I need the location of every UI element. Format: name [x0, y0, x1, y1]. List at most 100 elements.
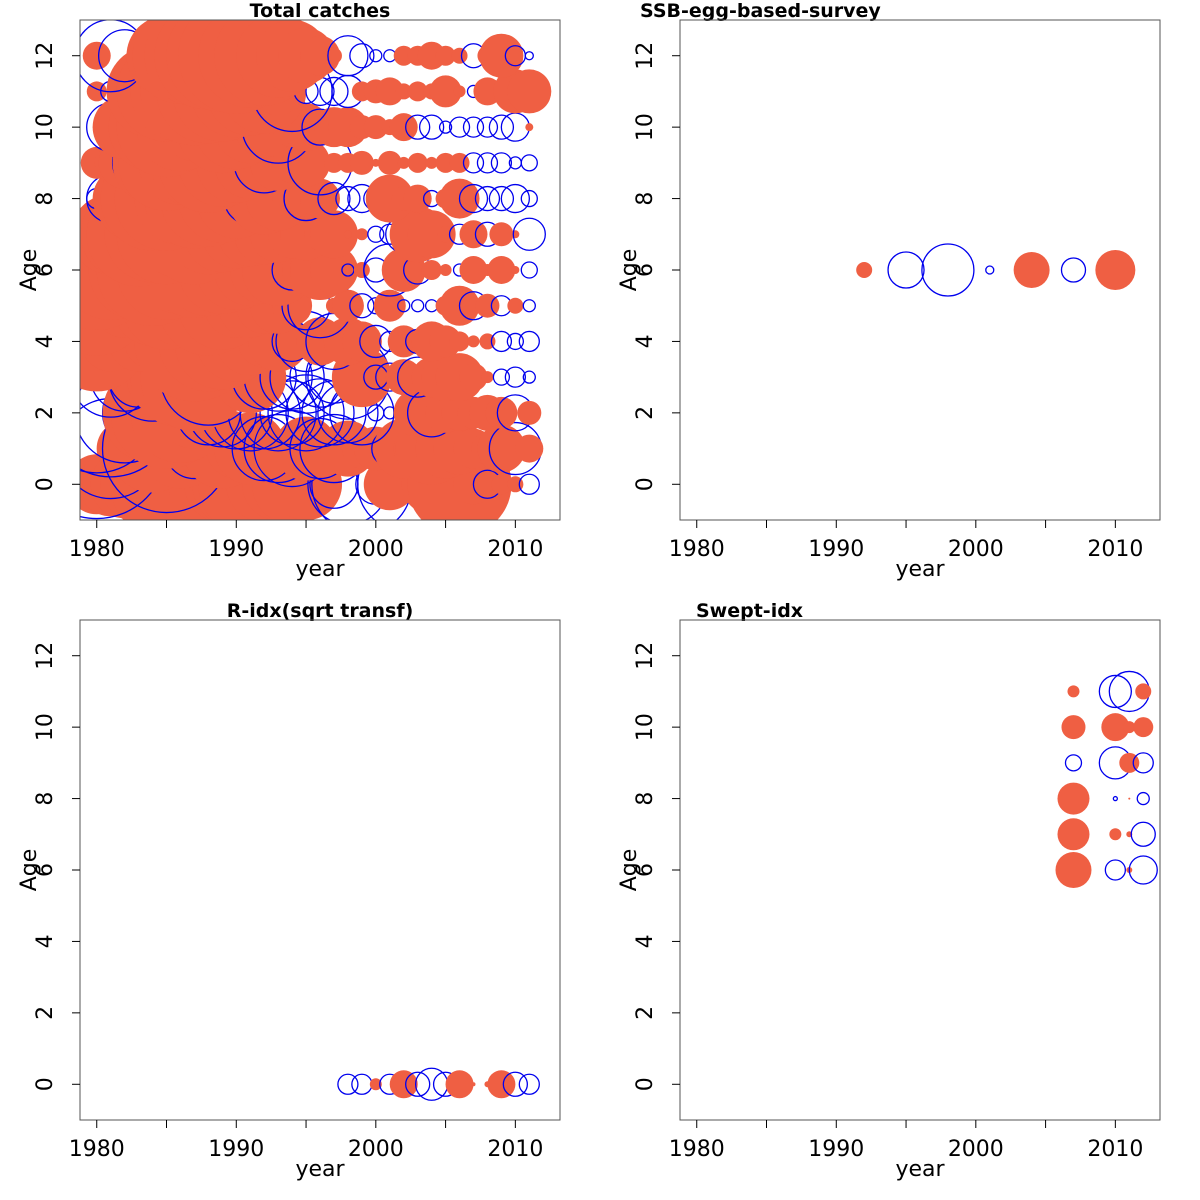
- negative-residual-bubble: [520, 154, 538, 172]
- positive-residual-bubble: [1123, 721, 1136, 734]
- x-tick-label: 1980: [69, 537, 125, 562]
- x-tick-label: 1980: [669, 537, 725, 562]
- negative-residual-bubble: [520, 189, 538, 208]
- positive-residual-bubble: [407, 81, 428, 102]
- y-axis-label: Age: [17, 249, 42, 292]
- positive-residual-bubble: [407, 152, 428, 173]
- negative-residual-bubble: [1112, 795, 1118, 802]
- positive-residual-bubble: [355, 228, 368, 241]
- negative-residual-bubble: [490, 330, 513, 353]
- negative-residual-bubble: [418, 114, 445, 140]
- bubble-layer: [80, 20, 552, 520]
- positive-residual-bubble: [1013, 252, 1050, 288]
- x-tick-label: 2010: [1087, 1137, 1143, 1162]
- y-axis-label: Age: [617, 849, 642, 892]
- y-tick-label: 10: [633, 713, 658, 741]
- positive-residual-bubble: [489, 222, 514, 247]
- negative-residual-bubble: [397, 299, 411, 313]
- y-tick-label: 4: [633, 334, 658, 348]
- positive-residual-bubble: [459, 256, 488, 284]
- positive-residual-bubble: [407, 210, 456, 259]
- y-tick-label: 10: [633, 113, 658, 141]
- positive-residual-bubble: [1135, 683, 1152, 700]
- x-tick-label: 2000: [948, 1137, 1004, 1162]
- negative-residual-bubble: [462, 152, 485, 174]
- positive-residual-bubble: [397, 156, 410, 169]
- positive-residual-bubble: [393, 45, 414, 66]
- positive-residual-bubble: [353, 262, 370, 278]
- positive-residual-bubble: [341, 321, 382, 362]
- y-axis-label: Age: [617, 249, 642, 292]
- y-tick-label: 0: [33, 477, 58, 491]
- positive-residual-bubble: [449, 331, 470, 352]
- negative-residual-bubble: [506, 332, 524, 351]
- negative-residual-bubble: [405, 114, 431, 140]
- negative-residual-bubble: [1136, 791, 1150, 806]
- x-tick-label: 1990: [808, 1137, 864, 1162]
- x-axis-label: year: [295, 1157, 345, 1182]
- negative-residual-bubble: [285, 378, 355, 448]
- positive-residual-bubble: [1128, 797, 1131, 800]
- positive-residual-bubble: [1057, 782, 1090, 815]
- positive-residual-bubble: [507, 297, 524, 314]
- negative-residual-bubble: [1130, 821, 1156, 847]
- negative-residual-bubble: [921, 243, 975, 297]
- positive-residual-bubble: [515, 434, 544, 463]
- negative-residual-bubble: [327, 35, 369, 77]
- x-tick-label: 1980: [669, 1137, 725, 1162]
- chart-title: Total catches: [250, 0, 391, 22]
- negative-residual-bubble: [1064, 754, 1083, 772]
- bubble-layer: [337, 1067, 540, 1101]
- positive-residual-bubble: [485, 396, 518, 429]
- negative-residual-bubble: [476, 152, 499, 174]
- positive-residual-bubble: [511, 266, 520, 274]
- x-tick-label: 1980: [69, 1137, 125, 1162]
- negative-residual-bubble: [476, 116, 499, 138]
- negative-residual-bubble: [520, 261, 538, 279]
- positive-residual-bubble: [453, 85, 466, 98]
- y-tick-label: 6: [633, 263, 658, 277]
- negative-residual-bubble: [319, 76, 349, 107]
- x-tick-label: 2010: [487, 1137, 543, 1162]
- negative-residual-bubble: [462, 116, 485, 138]
- positive-residual-bubble: [325, 47, 342, 64]
- positive-residual-bubble: [369, 1078, 382, 1091]
- negative-residual-bubble: [492, 368, 511, 386]
- positive-residual-bubble: [467, 335, 480, 348]
- chart-title: R-idx(sqrt transf): [227, 600, 414, 622]
- negative-residual-bubble: [367, 225, 385, 243]
- positive-residual-bubble: [487, 256, 516, 284]
- positive-residual-bubble: [365, 174, 414, 223]
- positive-residual-bubble: [403, 184, 432, 213]
- positive-residual-bubble: [477, 424, 526, 473]
- positive-residual-bubble: [323, 152, 344, 173]
- negative-residual-bubble: [259, 380, 325, 446]
- negative-residual-bubble: [522, 370, 536, 384]
- x-tick-label: 2010: [1087, 537, 1143, 562]
- positive-residual-bubble: [377, 150, 402, 175]
- y-tick-label: 8: [633, 192, 658, 206]
- negative-residual-bubble: [458, 183, 489, 214]
- positive-residual-bubble: [309, 246, 358, 294]
- negative-residual-bubble: [474, 185, 501, 212]
- x-tick-label: 2000: [348, 1137, 404, 1162]
- negative-residual-bubble: [448, 116, 471, 138]
- y-tick-label: 6: [33, 863, 58, 877]
- negative-residual-bubble: [504, 366, 526, 388]
- positive-residual-bubble: [459, 220, 488, 249]
- negative-residual-bubble: [351, 1073, 373, 1095]
- y-tick-label: 8: [33, 192, 58, 206]
- x-axis-label: year: [895, 557, 945, 582]
- negative-residual-bubble: [985, 265, 995, 275]
- negative-residual-bubble: [502, 1071, 528, 1097]
- positive-residual-bubble: [445, 1070, 474, 1099]
- positive-residual-bubble: [491, 474, 512, 495]
- positive-residual-bubble: [371, 158, 380, 167]
- negative-residual-bubble: [411, 299, 425, 313]
- y-tick-label: 2: [33, 1006, 58, 1020]
- x-tick-label: 2010: [487, 537, 543, 562]
- positive-residual-bubble: [481, 371, 494, 384]
- negative-residual-bubble: [1128, 855, 1158, 885]
- positive-residual-bubble: [1067, 685, 1080, 698]
